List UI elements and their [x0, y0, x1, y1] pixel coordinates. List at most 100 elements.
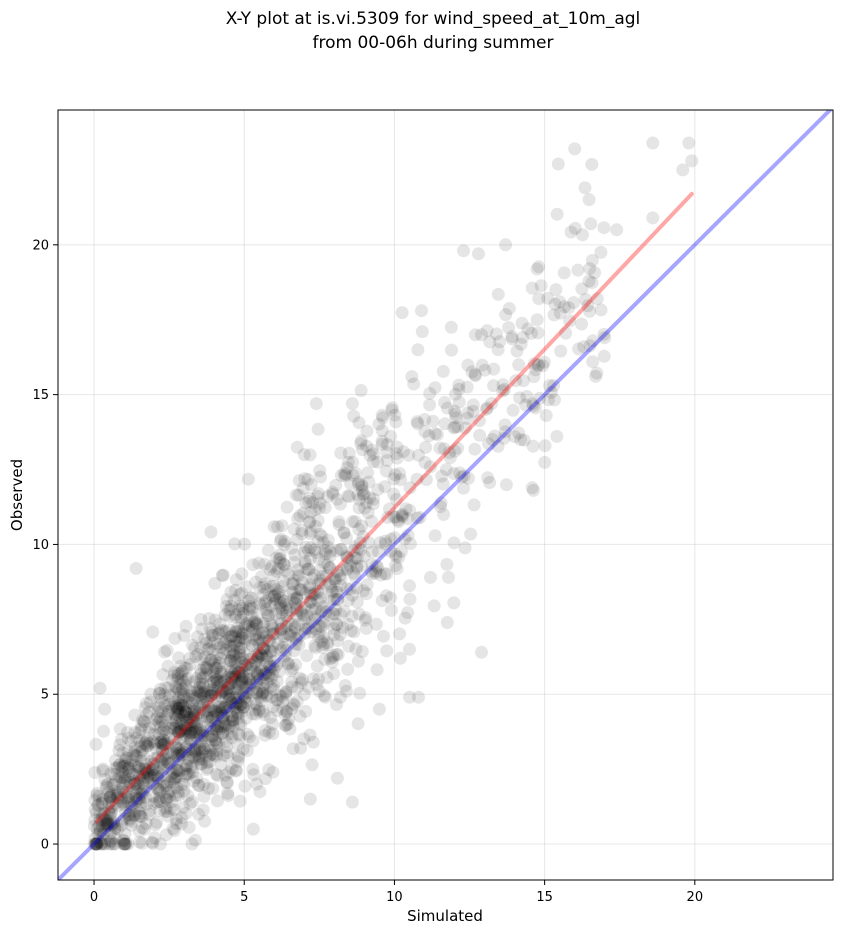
data-point — [205, 729, 219, 743]
data-point — [122, 764, 136, 778]
data-point — [250, 777, 264, 791]
data-point — [337, 466, 351, 480]
data-point — [334, 578, 348, 592]
data-point — [115, 814, 129, 828]
data-point — [172, 697, 186, 711]
data-point — [263, 660, 277, 674]
data-point — [342, 446, 356, 460]
data-point — [447, 536, 461, 550]
data-point — [575, 282, 589, 296]
data-point — [251, 667, 265, 681]
data-point — [348, 570, 362, 584]
data-point — [273, 624, 287, 638]
x-tick-label: 5 — [240, 890, 248, 905]
data-point — [530, 313, 544, 327]
data-point — [178, 719, 192, 732]
data-point — [349, 551, 362, 565]
data-point — [388, 531, 402, 545]
data-point — [184, 760, 198, 773]
data-point — [209, 667, 223, 681]
data-point — [122, 808, 136, 822]
data-point — [537, 355, 551, 369]
data-point — [329, 617, 343, 631]
data-point — [226, 639, 240, 653]
data-point — [155, 715, 169, 729]
data-point — [295, 527, 309, 541]
data-point — [105, 794, 118, 808]
data-point — [151, 750, 165, 764]
data-point — [266, 727, 280, 741]
data-point — [233, 641, 247, 655]
data-point — [288, 622, 302, 635]
data-point — [233, 599, 247, 613]
data-point — [222, 623, 236, 637]
data-point — [361, 466, 375, 480]
data-point — [276, 702, 289, 716]
data-point — [90, 788, 104, 802]
data-point — [98, 824, 111, 838]
data-point — [169, 758, 183, 772]
data-point — [108, 822, 122, 836]
data-point — [209, 736, 223, 749]
data-point — [534, 279, 548, 293]
data-point — [140, 766, 154, 780]
data-point — [355, 559, 368, 573]
data-point — [468, 442, 482, 456]
data-point — [228, 656, 242, 670]
data-point — [146, 625, 160, 639]
data-point — [235, 672, 249, 686]
data-point — [224, 675, 238, 689]
data-point — [230, 639, 244, 653]
data-point — [161, 707, 175, 721]
data-point — [253, 662, 267, 676]
data-point — [383, 544, 397, 558]
data-point — [323, 652, 337, 665]
data-point — [586, 355, 600, 369]
data-point — [308, 503, 322, 517]
data-point — [175, 673, 189, 687]
data-point — [273, 591, 287, 605]
data-point — [93, 813, 107, 827]
data-point — [525, 481, 539, 495]
data-point — [288, 596, 302, 610]
data-point — [173, 701, 186, 715]
data-point — [572, 342, 586, 356]
data-point — [138, 822, 151, 836]
data-point — [239, 618, 253, 632]
data-point — [233, 666, 246, 680]
data-point — [151, 770, 165, 784]
data-point — [209, 749, 223, 763]
data-point — [224, 655, 238, 668]
data-point — [358, 501, 372, 515]
data-point — [271, 587, 285, 600]
data-point — [221, 670, 235, 684]
data-point — [376, 411, 390, 425]
data-point — [203, 634, 217, 648]
data-point — [255, 687, 269, 701]
data-point — [598, 331, 612, 345]
data-point — [178, 769, 192, 783]
data-point — [111, 784, 125, 798]
data-point — [122, 808, 136, 822]
data-point — [410, 472, 424, 486]
data-point — [181, 715, 195, 729]
data-point — [220, 682, 234, 696]
data-point — [175, 713, 189, 727]
data-point — [104, 826, 118, 840]
data-point — [418, 413, 432, 426]
data-point — [646, 136, 660, 150]
data-point — [311, 594, 325, 607]
data-point — [236, 700, 250, 714]
data-point — [202, 700, 216, 714]
data-point — [139, 757, 153, 771]
data-point — [260, 688, 274, 702]
data-point — [276, 574, 290, 588]
data-point — [174, 706, 187, 719]
data-point — [272, 601, 286, 614]
data-point — [188, 691, 202, 705]
data-point — [579, 293, 593, 306]
data-point — [214, 665, 228, 679]
reference-lines — [58, 110, 833, 880]
data-point — [330, 647, 344, 661]
data-point — [297, 545, 311, 559]
